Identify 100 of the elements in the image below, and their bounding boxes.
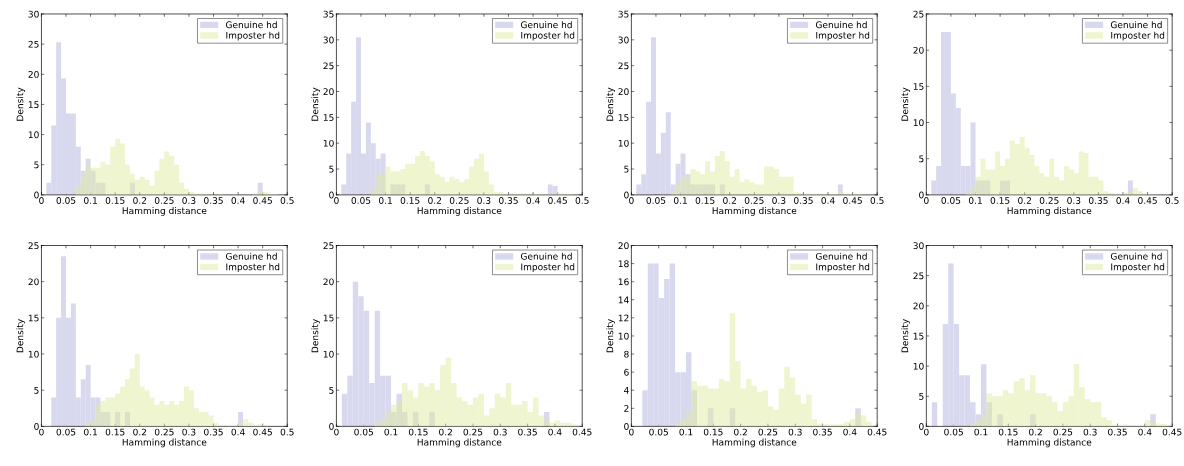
x-tick-label: 0.35: [1088, 197, 1108, 204]
x-tick-label: 0.3: [493, 428, 507, 436]
x-tick-label: 0.4: [843, 428, 857, 436]
x-tick-label: 0.15: [998, 428, 1018, 436]
x-tick-label: 0.25: [758, 428, 778, 436]
y-tick-label: 10: [913, 119, 924, 127]
x-tick-label: 0.2: [1018, 197, 1031, 204]
legend-label: Genuine hd: [520, 252, 572, 260]
legend-label: Imposter hd: [816, 31, 870, 41]
y-tick-label: 15: [323, 314, 334, 322]
y-tick-label: 10: [323, 350, 334, 358]
y-tick-label: 20: [618, 242, 629, 250]
y-tick-label: 5: [34, 387, 39, 394]
x-tick-label: 0.05: [941, 197, 961, 204]
y-tick-label: 25: [28, 40, 39, 48]
x-tick-label: 0.25: [1053, 428, 1073, 436]
y-tick-label: 30: [323, 36, 334, 44]
y-tick-label: 0: [329, 423, 334, 430]
x-tick-label: 0.45: [572, 428, 592, 436]
y-tick-label: 25: [618, 62, 629, 70]
x-tick-label: 0.3: [1067, 197, 1081, 204]
y-tick-label: 0: [34, 191, 39, 199]
x-tick-label: 0.05: [649, 428, 668, 436]
x-tick-label: 0.05: [354, 428, 373, 436]
x-tick-label: 0.15: [990, 197, 1010, 204]
x-tick-label: 0.05: [56, 197, 76, 204]
y-tick-label: 10: [28, 350, 39, 358]
x-tick-label: 0.45: [867, 428, 887, 436]
legend-label: Genuine hd: [225, 21, 277, 29]
y-tick-label: 5: [34, 161, 39, 169]
y-tick-label: 0: [624, 191, 629, 199]
x-axis-title: Hamming distance: [417, 438, 502, 448]
x-tick-label: 0.3: [788, 428, 802, 436]
y-axis-title: Density: [606, 87, 616, 121]
legend-label: Imposter hd: [226, 263, 280, 273]
x-tick-label: 0.3: [772, 197, 786, 204]
y-tick-label: 10: [323, 139, 334, 147]
x-tick-label: 0.5: [575, 197, 589, 204]
x-tick-label: 0.3: [477, 197, 491, 204]
x-tick-label: 0.05: [944, 428, 963, 436]
y-axis-title: Density: [311, 87, 321, 121]
x-tick-label: 0.5: [280, 197, 294, 204]
x-tick-label: 0.45: [548, 197, 567, 204]
y-tick-label: 15: [28, 101, 39, 108]
x-tick-label: 0.4: [231, 428, 245, 436]
x-tick-label: 0.25: [154, 197, 174, 204]
y-tick-label: 12: [618, 314, 629, 322]
y-tick-label: 15: [28, 314, 39, 322]
y-tick-label: 18: [618, 260, 629, 268]
y-tick-label: 20: [323, 88, 334, 96]
y-axis-title: Density: [16, 87, 26, 121]
x-tick-label: 0.35: [204, 197, 223, 204]
x-tick-label: 0.2: [723, 197, 736, 204]
y-axis-title: Density: [901, 319, 910, 353]
x-tick-label: 0: [39, 428, 44, 436]
legend-label: Imposter hd: [226, 31, 280, 41]
y-tick-label: 10: [618, 332, 629, 340]
x-tick-label: 0.4: [548, 428, 562, 436]
x-tick-label: 0.1: [974, 428, 988, 436]
x-tick-label: 0.15: [400, 197, 420, 204]
y-tick-label: 15: [913, 332, 924, 340]
legend-label: Imposter hd: [1111, 263, 1165, 273]
x-tick-label: 0.1: [84, 428, 97, 436]
x-tick-label: 0.35: [1108, 428, 1127, 436]
x-axis-title: Hamming distance: [712, 207, 797, 216]
y-tick-label: 25: [913, 10, 924, 18]
legend-label: Genuine hd: [815, 252, 867, 260]
x-tick-label: 0.05: [351, 197, 371, 204]
y-tick-label: 35: [618, 10, 629, 18]
x-tick-label: 0.4: [526, 197, 540, 204]
x-tick-label: 0.4: [821, 197, 835, 204]
y-tick-label: 20: [913, 46, 924, 54]
x-tick-label: 0.05: [646, 197, 666, 204]
x-tick-label: 0.5: [1165, 197, 1179, 204]
y-tick-label: 16: [618, 278, 629, 286]
x-tick-label: 0.5: [280, 428, 294, 436]
x-tick-label: 0.35: [518, 428, 537, 436]
x-tick-label: 0.15: [703, 428, 723, 436]
y-axis-title: Density: [16, 319, 26, 353]
legend-label: Genuine hd: [520, 21, 572, 29]
x-tick-label: 0: [334, 428, 339, 436]
y-tick-label: 35: [323, 10, 334, 18]
x-tick-label: 0.45: [1162, 428, 1182, 436]
x-tick-label: 0.35: [204, 428, 223, 436]
x-tick-label: 0.1: [673, 197, 687, 204]
legend-label: Genuine hd: [1110, 21, 1162, 29]
y-tick-label: 0: [624, 423, 629, 430]
x-tick-label: 0.1: [679, 428, 693, 436]
y-axis-title: Density: [311, 319, 321, 353]
y-tick-label: 8: [624, 350, 629, 358]
y-tick-label: 25: [28, 242, 39, 250]
x-tick-label: 0.25: [1039, 197, 1059, 204]
x-tick-label: 0.4: [231, 197, 245, 204]
x-axis-title: Hamming distance: [417, 207, 502, 216]
x-tick-label: 0.3: [1083, 428, 1097, 436]
x-tick-label: 0.3: [182, 428, 196, 436]
x-axis-title: Hamming distance: [712, 438, 797, 448]
y-tick-label: 15: [618, 114, 629, 121]
y-tick-label: 2: [624, 405, 629, 412]
x-tick-label: 0.15: [105, 428, 125, 436]
